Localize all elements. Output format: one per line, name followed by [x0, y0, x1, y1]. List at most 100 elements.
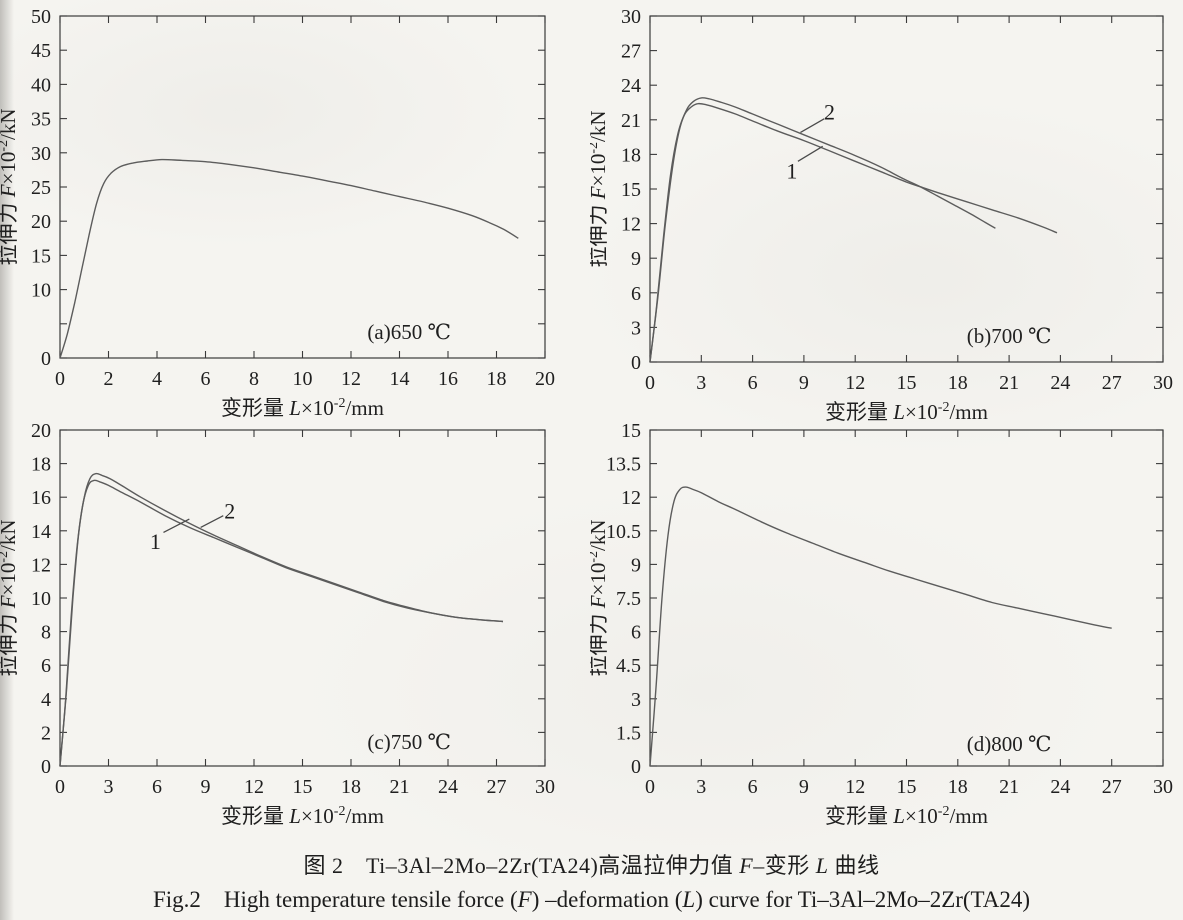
tick-labels: 0 3 6 9 12 15 18 21 24 27 30 0 1.5 3 4.5 6 7.5 9 10.5 12 13.…: [606, 420, 1173, 798]
leader-line-1: [797, 145, 824, 162]
svg-text:8: 8: [41, 622, 51, 644]
plot-a-svg: 0 2 4 6 8 10 12 14 16 18 20 0 10 15 20 25 30 35 40 45 50 变形量 …: [0, 6, 555, 420]
svg-text:6: 6: [41, 655, 51, 677]
temp-label-a: (a)650 ℃: [367, 320, 451, 344]
temp-label-c: (c)750 ℃: [367, 730, 451, 754]
svg-text:15: 15: [621, 420, 641, 442]
svg-text:27: 27: [1102, 776, 1122, 798]
svg-text:18: 18: [341, 776, 361, 798]
svg-text:30: 30: [621, 6, 641, 28]
tick-marks: [649, 15, 1164, 363]
svg-text:3: 3: [696, 372, 706, 394]
svg-text:8: 8: [249, 368, 259, 390]
svg-text:0: 0: [41, 348, 51, 370]
svg-text:50: 50: [31, 6, 51, 28]
axes-box: [59, 429, 546, 767]
svg-text:2: 2: [41, 722, 51, 744]
svg-text:12: 12: [621, 214, 641, 236]
svg-text:13.5: 13.5: [606, 454, 641, 476]
svg-text:10: 10: [31, 280, 51, 302]
x-axis-title: 变形量 L×10-2/mm: [825, 804, 988, 828]
svg-text:12: 12: [341, 368, 361, 390]
svg-text:30: 30: [1153, 776, 1173, 798]
plot-b-svg: 0 3 6 9 12 15 18 21 24 27 30036912151821242730变形量 …: [586, 6, 1173, 424]
svg-text:30: 30: [31, 143, 51, 165]
svg-text:35: 35: [31, 109, 51, 131]
plot-650c: 0 2 4 6 8 10 12 14 16 18 20 0 10 15 20 25 30 35 40 45 50 变形量 …: [0, 0, 568, 424]
temp-label-b: (b)700 ℃: [967, 324, 1052, 348]
svg-text:14: 14: [390, 368, 410, 390]
svg-text:21: 21: [999, 776, 1019, 798]
svg-text:24: 24: [438, 776, 458, 798]
svg-text:6: 6: [152, 776, 162, 798]
svg-text:6: 6: [748, 372, 758, 394]
svg-text:18: 18: [31, 454, 51, 476]
svg-text:0: 0: [631, 756, 641, 778]
svg-text:9: 9: [631, 554, 641, 576]
svg-text:12: 12: [31, 554, 51, 576]
leader-line-2: [800, 118, 825, 134]
tick-marks: [59, 15, 546, 359]
svg-text:30: 30: [535, 776, 555, 798]
b-curve-2: [649, 97, 996, 363]
svg-text:9: 9: [799, 372, 809, 394]
plot-d-svg: 0 3 6 9 12 15 18 21 24 27 30 0 1.5 3 4.5 6 7.5 9 10.5 12 13.…: [586, 420, 1173, 828]
plot-750c: 0 3 6 9 12 15 18 21 24 27 30 0 2 4 6 8 10 12 14 16 18 20 变形量 L…: [0, 414, 568, 832]
plot-800c: 0 3 6 9 12 15 18 21 24 27 30 0 1.5 3 4.5 6 7.5 9 10.5 12 13.…: [586, 414, 1183, 832]
curve-label-2: 2: [224, 499, 235, 524]
svg-text:40: 40: [31, 74, 51, 96]
svg-text:10: 10: [293, 368, 313, 390]
axes-box: [649, 15, 1164, 363]
tick-marks: [59, 429, 546, 767]
svg-text:6: 6: [748, 776, 758, 798]
d-curve: [649, 486, 1112, 767]
svg-text:15: 15: [897, 372, 917, 394]
svg-text:20: 20: [31, 211, 51, 233]
svg-text:25: 25: [31, 177, 51, 199]
plot-700c: 0 3 6 9 12 15 18 21 24 27 30 0 3 6 9 12 15 18 21 24 27 30 变形量 …: [586, 0, 1183, 428]
svg-text:10.5: 10.5: [606, 521, 641, 543]
y-axis-title: 拉伸力 F×10-2/kN: [0, 108, 20, 265]
temp-label-d: (d)800 ℃: [967, 732, 1052, 756]
svg-text:2: 2: [104, 368, 114, 390]
svg-text:4: 4: [152, 368, 162, 390]
y-axis-title: 拉伸力 F×10-2/kN: [0, 519, 20, 676]
curve-label-2: 2: [824, 100, 835, 125]
svg-text:18: 18: [487, 368, 507, 390]
svg-text:18: 18: [948, 372, 968, 394]
svg-text:21: 21: [390, 776, 410, 798]
svg-text:20: 20: [535, 368, 555, 390]
caption-english: Fig.2 High temperature tensile force (F)…: [152, 887, 1031, 912]
svg-text:45: 45: [31, 40, 51, 62]
svg-text:6: 6: [631, 283, 641, 305]
svg-text:12: 12: [621, 487, 641, 509]
svg-text:15: 15: [31, 245, 51, 267]
svg-text:3: 3: [696, 776, 706, 798]
svg-text:9: 9: [631, 248, 641, 270]
svg-text:3: 3: [631, 317, 641, 339]
svg-text:0: 0: [645, 372, 655, 394]
a-curve: [59, 158, 519, 359]
svg-text:12: 12: [244, 776, 264, 798]
svg-text:21: 21: [999, 372, 1019, 394]
svg-text:27: 27: [487, 776, 507, 798]
svg-text:18: 18: [948, 776, 968, 798]
svg-text:10: 10: [31, 588, 51, 610]
svg-text:12: 12: [845, 776, 865, 798]
svg-text:24: 24: [621, 75, 641, 97]
svg-text:0: 0: [55, 368, 65, 390]
svg-text:20: 20: [31, 420, 51, 442]
svg-text:15: 15: [897, 776, 917, 798]
x-axis-title: 变形量 L×10-2/mm: [221, 396, 384, 420]
c-curve-1: [59, 479, 504, 767]
svg-text:0: 0: [41, 756, 51, 778]
svg-text:7.5: 7.5: [616, 588, 641, 610]
x-axis-title: 变形量 L×10-2/mm: [221, 804, 384, 828]
svg-text:0: 0: [631, 352, 641, 374]
svg-text:1.5: 1.5: [616, 722, 641, 744]
axes-box: [59, 15, 546, 359]
